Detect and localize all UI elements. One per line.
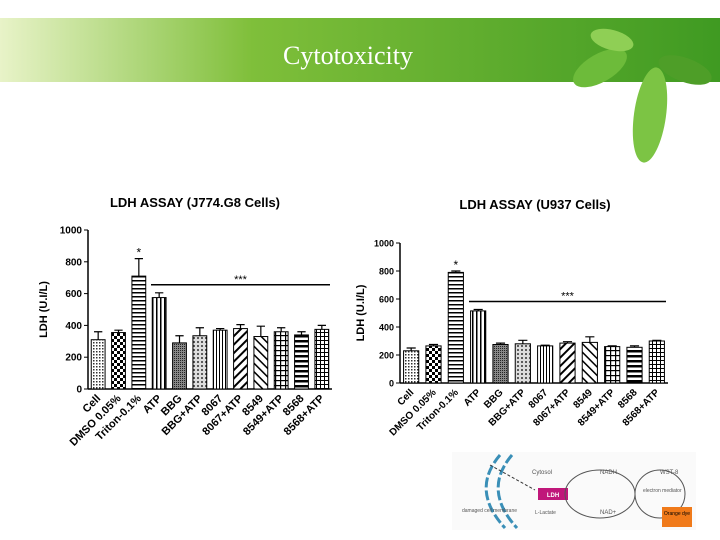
error-bar: [585, 336, 595, 343]
error-bar: [473, 308, 483, 311]
error-bar: [495, 342, 506, 345]
error-bar: [629, 345, 640, 348]
bar: [447, 271, 464, 384]
error-bar: [175, 335, 184, 343]
y-tick-label: 200: [379, 351, 394, 361]
error-bar: [94, 331, 103, 340]
bar: [212, 329, 228, 390]
bar: [111, 332, 126, 390]
diagram-label: Cytosol: [532, 470, 552, 476]
bar: [314, 328, 330, 390]
bar: [514, 343, 531, 384]
error-bar: [256, 325, 265, 337]
bar: [425, 345, 442, 384]
annotation: *: [453, 258, 458, 272]
diagram-label: LDH: [547, 493, 559, 499]
diagram-label: electron mediator: [643, 488, 682, 494]
error-bar: [428, 343, 439, 346]
error-bar: [277, 327, 286, 332]
error-bar: [155, 292, 164, 298]
error-bar: [216, 327, 225, 331]
y-tick-label: 0: [76, 385, 82, 396]
y-tick-label: 600: [379, 295, 394, 305]
error-bar: [317, 324, 326, 330]
annotation: ***: [561, 291, 575, 303]
slide-title: Cytotoxicity: [283, 41, 413, 70]
diagram-label: L-Lactate: [535, 510, 556, 516]
diagram-label: NADH: [600, 470, 617, 476]
y-tick-label: 0: [389, 379, 394, 389]
bar: [233, 328, 248, 390]
bar: [626, 346, 643, 384]
y-axis-label: LDH (U.I/L): [38, 281, 50, 338]
error-bar: [134, 258, 143, 277]
bar: [604, 346, 621, 384]
error-bar: [297, 331, 306, 335]
error-bar: [518, 339, 528, 344]
bar: [470, 310, 487, 384]
diagram: Cytosol NADH WST-8 electron mediator LDH…: [452, 452, 696, 530]
y-tick-label: 200: [65, 353, 82, 364]
annotation: ***: [234, 274, 248, 286]
bar: [273, 331, 289, 390]
error-bar: [451, 270, 461, 273]
y-tick-label: 1000: [374, 239, 394, 249]
diagram-label: WST-8: [660, 470, 679, 476]
bar: [172, 342, 187, 390]
annotation: *: [136, 246, 141, 260]
diagram-label: NAD+: [600, 510, 617, 516]
bar: [131, 275, 147, 390]
error-bar: [114, 329, 123, 333]
y-tick-label: 600: [65, 289, 82, 300]
bar: [648, 340, 665, 384]
error-bar: [607, 345, 617, 347]
bar: [90, 339, 106, 390]
error-bar: [406, 347, 416, 351]
chart-title: LDH ASSAY (J774.G8 Cells): [110, 195, 280, 210]
error-bar: [195, 327, 204, 336]
y-tick-label: 800: [379, 267, 394, 277]
bar: [403, 350, 420, 384]
bar: [253, 336, 269, 390]
diagram-label: Orange dye: [664, 511, 690, 517]
leaves: [573, 28, 712, 163]
bar: [537, 345, 554, 384]
y-tick-label: 800: [65, 257, 82, 268]
y-tick-label: 400: [379, 323, 394, 333]
error-bar: [562, 341, 573, 344]
bar: [192, 335, 208, 390]
y-axis-label: LDH (U.I/L): [355, 284, 367, 341]
bar: [492, 344, 509, 384]
error-bar: [652, 339, 662, 341]
bar: [294, 334, 309, 390]
y-tick-label: 400: [65, 321, 82, 332]
error-bar: [236, 324, 245, 329]
chart-title: LDH ASSAY (U937 Cells): [459, 197, 610, 212]
bar: [559, 342, 576, 384]
error-bar: [540, 344, 550, 346]
y-tick-label: 1000: [60, 226, 83, 237]
x-tick-label: ATP: [462, 387, 484, 409]
bar: [581, 341, 598, 384]
bar: [151, 297, 167, 390]
diagram-label: damaged cell membrane: [462, 508, 517, 514]
